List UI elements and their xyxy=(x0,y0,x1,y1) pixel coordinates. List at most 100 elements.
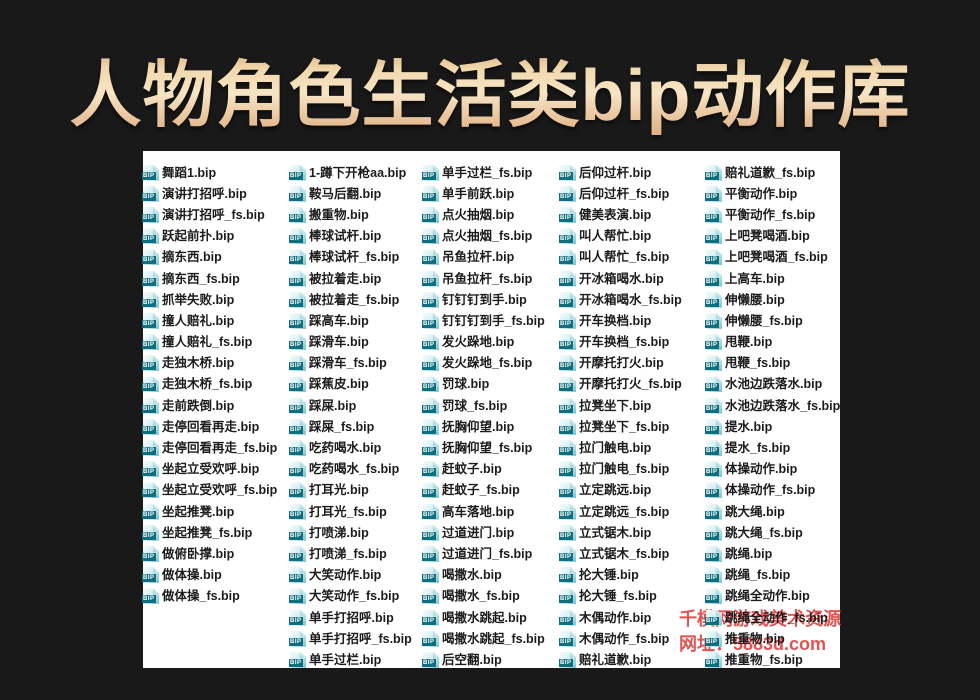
file-item[interactable]: BIP 立式锯木_fs.bip xyxy=(559,543,682,564)
file-item[interactable]: BIP 拉门触电.bip xyxy=(559,437,682,458)
file-item[interactable]: BIP 叫人帮忙_fs.bip xyxy=(559,247,682,268)
file-item[interactable]: BIP 打喷涕_fs.bip xyxy=(289,543,412,564)
file-item[interactable]: BIP 搬重物.bip xyxy=(289,204,412,225)
file-item[interactable]: BIP 后仰过杆_fs.bip xyxy=(559,183,682,204)
file-item[interactable]: BIP 伸懒腰.bip xyxy=(705,289,840,310)
file-item[interactable]: BIP 走前跌倒.bip xyxy=(142,395,277,416)
file-item[interactable]: BIP 开冰箱喝水_fs.bip xyxy=(559,289,682,310)
file-item[interactable]: BIP 过道进门.bip xyxy=(422,522,545,543)
file-item[interactable]: BIP 被拉着走_fs.bip xyxy=(289,289,412,310)
file-item[interactable]: BIP 抡大锤_fs.bip xyxy=(559,586,682,607)
file-item[interactable]: BIP 后空翻.bip xyxy=(422,649,545,670)
file-item[interactable]: BIP 摘东西.bip xyxy=(142,247,277,268)
file-item[interactable]: BIP 大笑动作_fs.bip xyxy=(289,586,412,607)
file-item[interactable]: BIP 开车换档.bip xyxy=(559,310,682,331)
file-item[interactable]: BIP 跳绳_fs.bip xyxy=(705,565,840,586)
file-item[interactable]: BIP 立式锯木.bip xyxy=(559,522,682,543)
file-item[interactable]: BIP 喝撒水_fs.bip xyxy=(422,586,545,607)
file-item[interactable]: BIP 提水_fs.bip xyxy=(705,437,840,458)
file-item[interactable]: BIP 木偶动作_fs.bip xyxy=(559,628,682,649)
file-item[interactable]: BIP 钉钉钉到手_fs.bip xyxy=(422,310,545,331)
file-item[interactable]: BIP 体操动作_fs.bip xyxy=(705,480,840,501)
file-item[interactable]: BIP 坐起推凳_fs.bip xyxy=(142,522,277,543)
file-item[interactable]: BIP 钉钉钉到手.bip xyxy=(422,289,545,310)
file-item[interactable]: BIP 坐起推凳.bip xyxy=(142,501,277,522)
file-item[interactable]: BIP 走独木桥_fs.bip xyxy=(142,374,277,395)
file-item[interactable]: BIP 坐起立受欢呼_fs.bip xyxy=(142,480,277,501)
file-item[interactable]: BIP 踩屎_fs.bip xyxy=(289,416,412,437)
file-item[interactable]: BIP 跃起前扑.bip xyxy=(142,226,277,247)
file-item[interactable]: BIP 后仰过杆.bip xyxy=(559,162,682,183)
file-item[interactable]: BIP 拉凳坐下_fs.bip xyxy=(559,416,682,437)
file-item[interactable]: BIP 提水.bip xyxy=(705,416,840,437)
file-item[interactable]: BIP 吊鱼拉杆.bip xyxy=(422,247,545,268)
file-item[interactable]: BIP 赔礼道歉_fs.bip xyxy=(705,162,840,183)
file-item[interactable]: BIP 叫人帮忙.bip xyxy=(559,226,682,247)
file-item[interactable]: BIP 健美表演.bip xyxy=(559,204,682,225)
file-item[interactable]: BIP 立定跳远_fs.bip xyxy=(559,501,682,522)
file-item[interactable]: BIP 单手前跃.bip xyxy=(422,183,545,204)
file-item[interactable]: BIP 喝撒水.bip xyxy=(422,565,545,586)
file-item[interactable]: BIP 打耳光_fs.bip xyxy=(289,501,412,522)
file-item[interactable]: BIP 发火跺地.bip xyxy=(422,332,545,353)
file-item[interactable]: BIP 点火抽烟_fs.bip xyxy=(422,226,545,247)
file-item[interactable]: BIP 赶蚊子.bip xyxy=(422,459,545,480)
file-item[interactable]: BIP 单手打招呼.bip xyxy=(289,607,412,628)
file-item[interactable]: BIP 抚胸仰望_fs.bip xyxy=(422,437,545,458)
file-item[interactable]: BIP 开摩托打火.bip xyxy=(559,353,682,374)
file-item[interactable]: BIP 摘东西_fs.bip xyxy=(142,268,277,289)
file-item[interactable]: BIP 棒球试杆.bip xyxy=(289,226,412,247)
file-item[interactable]: BIP 抓举失败.bip xyxy=(142,289,277,310)
file-item[interactable]: BIP 过道进门_fs.bip xyxy=(422,543,545,564)
file-item[interactable]: BIP 拉凳坐下.bip xyxy=(559,395,682,416)
file-item[interactable]: BIP 跳绳.bip xyxy=(705,543,840,564)
file-item[interactable]: BIP 喝撒水跳起.bip xyxy=(422,607,545,628)
file-item[interactable]: BIP 抡大锤.bip xyxy=(559,565,682,586)
file-item[interactable]: BIP 甩鞭.bip xyxy=(705,332,840,353)
file-item[interactable]: BIP 做体操_fs.bip xyxy=(142,586,277,607)
file-item[interactable]: BIP 平衡动作.bip xyxy=(705,183,840,204)
file-item[interactable]: BIP 体操动作.bip xyxy=(705,459,840,480)
file-item[interactable]: BIP 跳大绳.bip xyxy=(705,501,840,522)
file-item[interactable]: BIP 单手过栏_fs.bip xyxy=(422,162,545,183)
file-item[interactable]: BIP 拉门触电_fs.bip xyxy=(559,459,682,480)
file-item[interactable]: BIP 发火跺地_fs.bip xyxy=(422,353,545,374)
file-item[interactable]: BIP 单手过栏.bip xyxy=(289,649,412,670)
file-item[interactable]: BIP 做体操.bip xyxy=(142,565,277,586)
file-item[interactable]: BIP 水池边跌落水.bip xyxy=(705,374,840,395)
file-item[interactable]: BIP 踩屎.bip xyxy=(289,395,412,416)
file-item[interactable]: BIP 坐起立受欢呼.bip xyxy=(142,459,277,480)
file-item[interactable]: BIP 演讲打招呼_fs.bip xyxy=(142,204,277,225)
file-item[interactable]: BIP 舞蹈1.bip xyxy=(142,162,277,183)
file-item[interactable]: BIP 走停回看再走_fs.bip xyxy=(142,437,277,458)
file-item[interactable]: BIP 走独木桥.bip xyxy=(142,353,277,374)
file-item[interactable]: BIP 开车换档_fs.bip xyxy=(559,332,682,353)
file-item[interactable]: BIP 吃药喝水.bip xyxy=(289,437,412,458)
file-item[interactable]: BIP 罚球_fs.bip xyxy=(422,395,545,416)
file-item[interactable]: BIP 立定跳远.bip xyxy=(559,480,682,501)
file-item[interactable]: BIP 跳绳全动作.bip xyxy=(705,586,840,607)
file-item[interactable]: BIP 赶蚊子_fs.bip xyxy=(422,480,545,501)
file-item[interactable]: BIP 赔礼道歉.bip xyxy=(559,649,682,670)
file-item[interactable]: BIP 开冰箱喝水.bip xyxy=(559,268,682,289)
file-item[interactable]: BIP 演讲打招呼.bip xyxy=(142,183,277,204)
file-item[interactable]: BIP 罚球.bip xyxy=(422,374,545,395)
file-item[interactable]: BIP 高车落地.bip xyxy=(422,501,545,522)
file-item[interactable]: BIP 推重物_fs.bip xyxy=(705,649,840,670)
file-item[interactable]: BIP 平衡动作_fs.bip xyxy=(705,204,840,225)
file-item[interactable]: BIP 大笑动作.bip xyxy=(289,565,412,586)
file-item[interactable]: BIP 上吧凳喝酒.bip xyxy=(705,226,840,247)
file-item[interactable]: BIP 撞人赔礼.bip xyxy=(142,310,277,331)
file-item[interactable]: BIP 走停回看再走.bip xyxy=(142,416,277,437)
file-item[interactable]: BIP 单手打招呼_fs.bip xyxy=(289,628,412,649)
file-item[interactable]: BIP 吃药喝水_fs.bip xyxy=(289,459,412,480)
file-item[interactable]: BIP 被拉着走.bip xyxy=(289,268,412,289)
file-item[interactable]: BIP 木偶动作.bip xyxy=(559,607,682,628)
file-item[interactable]: BIP 上高车.bip xyxy=(705,268,840,289)
file-item[interactable]: BIP 鞍马后翻.bip xyxy=(289,183,412,204)
file-item[interactable]: BIP 撞人赔礼_fs.bip xyxy=(142,332,277,353)
file-item[interactable]: BIP 做俯卧撑.bip xyxy=(142,543,277,564)
file-item[interactable]: BIP 跳绳全动作_fs.bip xyxy=(705,607,840,628)
file-item[interactable]: BIP 水池边跌落水_fs.bip xyxy=(705,395,840,416)
file-item[interactable]: BIP 踩高车.bip xyxy=(289,310,412,331)
